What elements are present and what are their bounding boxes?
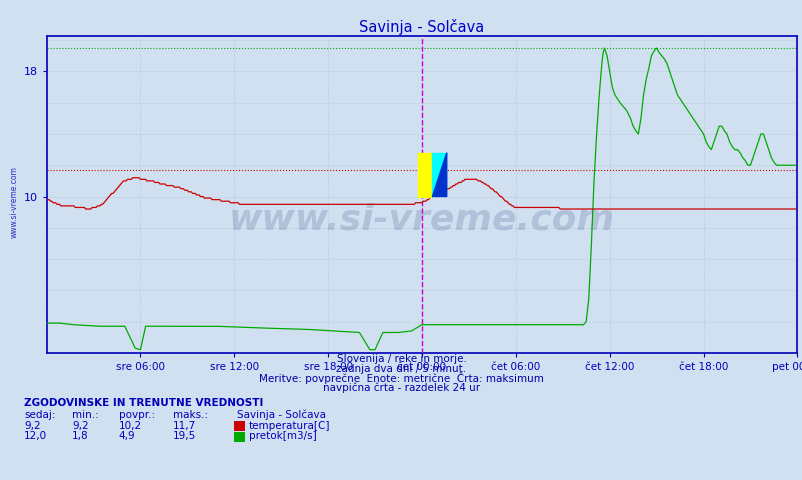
Text: sedaj:: sedaj: bbox=[24, 409, 55, 420]
Text: temperatura[C]: temperatura[C] bbox=[249, 420, 330, 431]
Text: 4,9: 4,9 bbox=[119, 431, 136, 441]
Text: 9,2: 9,2 bbox=[72, 420, 89, 431]
Text: povpr.:: povpr.: bbox=[119, 409, 155, 420]
Polygon shape bbox=[431, 153, 446, 196]
Text: ZGODOVINSKE IN TRENUTNE VREDNOSTI: ZGODOVINSKE IN TRENUTNE VREDNOSTI bbox=[24, 397, 263, 408]
Text: maks.:: maks.: bbox=[172, 409, 208, 420]
Text: 19,5: 19,5 bbox=[172, 431, 196, 441]
Text: Savinja - Solčava: Savinja - Solčava bbox=[237, 409, 326, 420]
Text: navpična črta - razdelek 24 ur: navpična črta - razdelek 24 ur bbox=[322, 383, 480, 393]
Text: Meritve: povprečne  Enote: metrične  Črta: maksimum: Meritve: povprečne Enote: metrične Črta:… bbox=[259, 372, 543, 384]
Text: www.si-vreme.com: www.si-vreme.com bbox=[229, 203, 614, 237]
Text: pretok[m3/s]: pretok[m3/s] bbox=[249, 431, 316, 441]
Title: Savinja - Solčava: Savinja - Solčava bbox=[359, 19, 484, 35]
Text: 11,7: 11,7 bbox=[172, 420, 196, 431]
Polygon shape bbox=[431, 153, 446, 196]
Text: 1,8: 1,8 bbox=[72, 431, 89, 441]
Text: 9,2: 9,2 bbox=[24, 420, 41, 431]
Text: Slovenija / reke in morje.: Slovenija / reke in morje. bbox=[336, 354, 466, 364]
Text: 12,0: 12,0 bbox=[24, 431, 47, 441]
Bar bbox=[418, 153, 431, 196]
Text: 10,2: 10,2 bbox=[119, 420, 142, 431]
Text: zadnja dva dni / 5 minut.: zadnja dva dni / 5 minut. bbox=[336, 364, 466, 374]
Text: min.:: min.: bbox=[72, 409, 99, 420]
Text: www.si-vreme.com: www.si-vreme.com bbox=[10, 166, 18, 238]
